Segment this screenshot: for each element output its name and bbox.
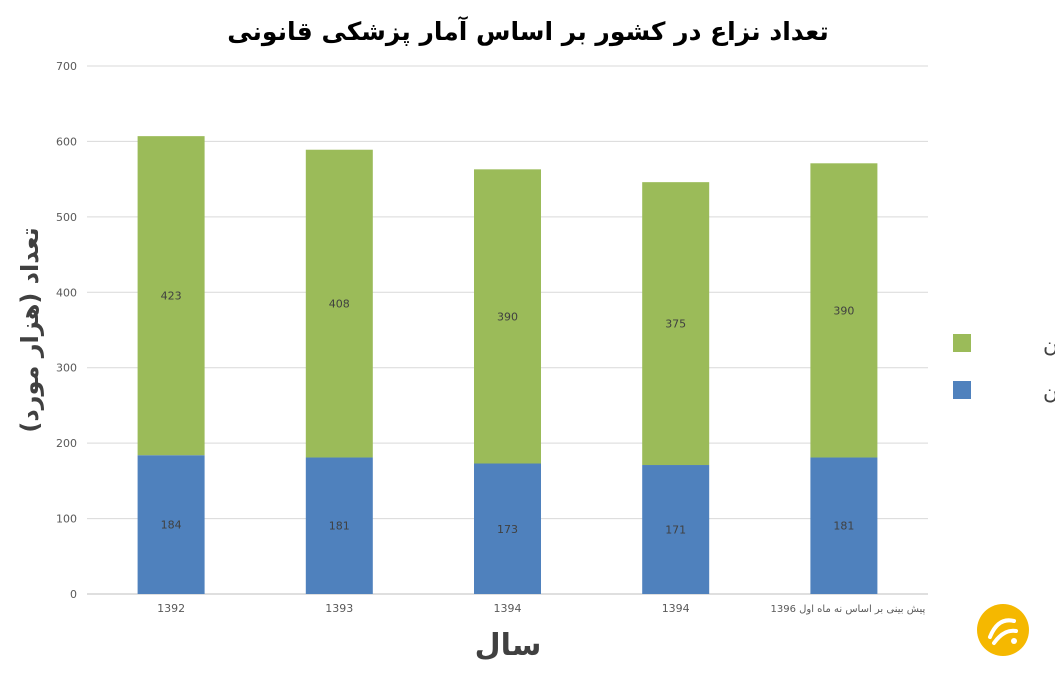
y-tick-label: 400 xyxy=(56,286,77,299)
data-label: 423 xyxy=(161,290,182,303)
data-label: 171 xyxy=(665,524,686,537)
y-tick-label: 500 xyxy=(56,211,77,224)
bar-segment xyxy=(474,169,541,464)
data-label: 390 xyxy=(833,304,854,317)
y-tick-label: 0 xyxy=(70,588,77,601)
bar-segment xyxy=(305,457,373,594)
y-tick-label: 600 xyxy=(56,135,77,148)
data-label: 390 xyxy=(497,310,518,323)
y-axis-label: تعداد (هزار مورد) xyxy=(16,227,44,432)
bar-segment xyxy=(137,455,205,594)
data-label: 181 xyxy=(329,520,350,533)
chart-title: تعداد نزاع در کشور بر اساس آمار پزشکی قا… xyxy=(227,16,828,47)
logo-icon xyxy=(977,604,1029,656)
y-tick-label: 200 xyxy=(56,437,77,450)
data-label: 408 xyxy=(329,298,350,311)
bar-segment xyxy=(474,463,541,594)
data-label: 181 xyxy=(833,520,854,533)
data-label: 173 xyxy=(497,523,518,536)
data-label: 375 xyxy=(665,318,686,331)
legend-swatch xyxy=(953,381,971,399)
y-tick-label: 300 xyxy=(56,362,77,375)
y-axis-ticks: 0 100 200 300 400 500 600 700 xyxy=(56,60,77,601)
x-tick-label: پیش بینی بر اساس نه ماه اول 1396 xyxy=(771,604,926,615)
bar-segment xyxy=(137,136,205,456)
x-axis-label: سال xyxy=(475,628,542,663)
legend-label: زنان xyxy=(1043,380,1055,404)
bar-segment xyxy=(642,465,710,594)
bars: 184 423 181 408 173 390 171 375 181 390 xyxy=(137,136,878,594)
legend: مردان زنان xyxy=(953,333,1055,404)
bar-segment xyxy=(810,163,878,458)
x-tick-label: 1392 xyxy=(157,602,185,615)
legend-label: مردان xyxy=(1043,333,1055,357)
x-tick-label: 1394 xyxy=(662,602,690,615)
y-tick-label: 700 xyxy=(56,60,77,73)
legend-swatch xyxy=(953,334,971,352)
x-tick-label: 1393 xyxy=(325,602,353,615)
x-axis-ticks: 1392 1393 1394 1394 پیش بینی بر اساس نه ماه … xyxy=(157,602,925,615)
bar-segment xyxy=(810,457,878,594)
y-tick-label: 100 xyxy=(56,513,77,526)
x-tick-label: 1394 xyxy=(494,602,522,615)
data-label: 184 xyxy=(161,519,182,532)
bar-segment xyxy=(642,182,710,466)
bar-segment xyxy=(305,149,373,458)
